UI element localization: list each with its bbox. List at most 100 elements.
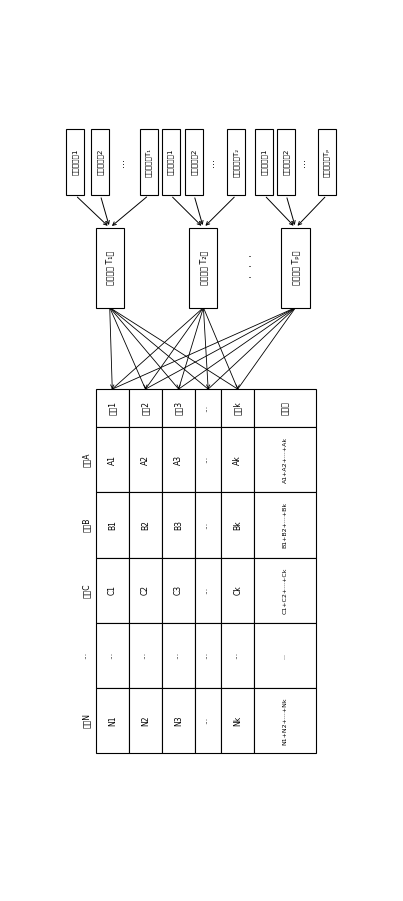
Text: A2: A2 (141, 455, 150, 465)
Text: 振动信号 T₁个: 振动信号 T₁个 (105, 250, 114, 285)
Bar (221, 688, 254, 753)
Bar (140, 129, 158, 196)
Bar (129, 389, 162, 427)
Text: 故障和: 故障和 (280, 401, 290, 415)
Bar (277, 129, 295, 196)
Text: 噪声传感器T₂: 噪声传感器T₂ (233, 148, 239, 177)
Text: ···: ··· (204, 405, 213, 412)
Bar (195, 558, 221, 623)
Bar (162, 688, 195, 753)
Text: N1: N1 (108, 715, 117, 726)
Text: 电力传感匲1: 电力传感匲1 (261, 149, 268, 176)
Bar (254, 493, 316, 558)
Text: B3: B3 (174, 520, 183, 530)
Text: B1: B1 (108, 520, 117, 530)
Bar (96, 688, 129, 753)
Text: ···: ··· (119, 158, 129, 167)
Bar (96, 558, 129, 623)
Bar (195, 688, 221, 753)
Bar (96, 228, 124, 307)
Bar (129, 558, 162, 623)
Text: B2: B2 (141, 520, 150, 530)
Bar (227, 129, 245, 196)
Text: ···: ··· (204, 652, 213, 659)
Text: A1+A2+···+Ak: A1+A2+···+Ak (283, 437, 288, 483)
Bar (255, 129, 273, 196)
Text: ···: ··· (204, 522, 213, 529)
Bar (66, 129, 84, 196)
Text: A1: A1 (108, 455, 117, 465)
Bar (129, 493, 162, 558)
Text: Ck: Ck (233, 586, 242, 596)
Text: C2: C2 (141, 586, 150, 596)
Bar (221, 623, 254, 688)
Text: 噪声信号 T₂个: 噪声信号 T₂个 (199, 250, 208, 285)
Bar (195, 493, 221, 558)
Text: N2: N2 (141, 715, 150, 726)
Text: 机器1: 机器1 (108, 401, 117, 415)
Bar (318, 129, 336, 196)
Text: 机器2: 机器2 (141, 401, 150, 415)
Bar (195, 427, 221, 493)
Bar (221, 389, 254, 427)
Text: ···: ··· (204, 456, 213, 463)
Text: C3: C3 (174, 586, 183, 596)
Bar (162, 427, 195, 493)
Text: ···: ··· (204, 717, 213, 724)
Text: ·: · (247, 261, 251, 274)
Text: ···: ··· (209, 158, 219, 167)
Bar (221, 427, 254, 493)
Text: N3: N3 (174, 715, 183, 726)
Bar (162, 389, 195, 427)
Bar (185, 129, 203, 196)
Text: ·: · (247, 271, 251, 285)
Text: A3: A3 (174, 455, 183, 465)
Bar (254, 558, 316, 623)
Text: ···: ··· (300, 158, 310, 167)
Text: ···: ··· (141, 652, 150, 659)
Text: 噪声传感匲2: 噪声传感匲2 (191, 149, 197, 176)
Bar (96, 427, 129, 493)
Bar (129, 427, 162, 493)
Text: C1+C2+···+Ck: C1+C2+···+Ck (283, 567, 288, 614)
Text: 振动传感刱1: 振动传感刱1 (72, 149, 79, 176)
Text: 振动传感匲2: 振动传感匲2 (97, 149, 104, 176)
Bar (195, 623, 221, 688)
Bar (195, 389, 221, 427)
Bar (221, 558, 254, 623)
Text: Ak: Ak (233, 455, 242, 465)
Text: N1+N2+···+Nk: N1+N2+···+Nk (283, 696, 288, 744)
Text: 机器k: 机器k (233, 401, 242, 415)
Text: C1: C1 (108, 586, 117, 596)
Text: ···: ··· (233, 652, 242, 659)
Text: 电力信号 Tₚ个: 电力信号 Tₚ个 (291, 250, 300, 285)
Bar (91, 129, 109, 196)
Text: ···: ··· (174, 652, 183, 659)
Bar (96, 389, 129, 427)
Bar (189, 228, 218, 307)
Bar (254, 427, 316, 493)
Text: ·: · (247, 250, 251, 264)
Text: 机器3: 机器3 (174, 401, 183, 415)
Text: 振动传感器T₁: 振动传感器T₁ (145, 148, 152, 177)
Bar (129, 623, 162, 688)
Text: 电力传感器Tₚ: 电力传感器Tₚ (324, 148, 330, 177)
Text: B1+B2+···+Bk: B1+B2+···+Bk (283, 502, 288, 548)
Text: ···: ··· (204, 587, 213, 594)
Bar (281, 228, 310, 307)
Bar (254, 688, 316, 753)
Text: ···: ··· (108, 652, 117, 659)
Text: 故障C: 故障C (82, 583, 91, 597)
Text: 故障A: 故障A (82, 452, 91, 467)
Text: 电力传感匲2: 电力传感匲2 (283, 149, 289, 176)
Bar (162, 623, 195, 688)
Text: 噪声传感匲1: 噪声传感匲1 (167, 149, 174, 176)
Bar (162, 558, 195, 623)
Bar (129, 688, 162, 753)
Text: Nk: Nk (233, 715, 242, 726)
Text: 故障B: 故障B (82, 518, 91, 532)
Text: ···: ··· (283, 652, 288, 659)
Text: ···: ··· (82, 652, 91, 659)
Text: Bk: Bk (233, 520, 242, 530)
Bar (254, 623, 316, 688)
